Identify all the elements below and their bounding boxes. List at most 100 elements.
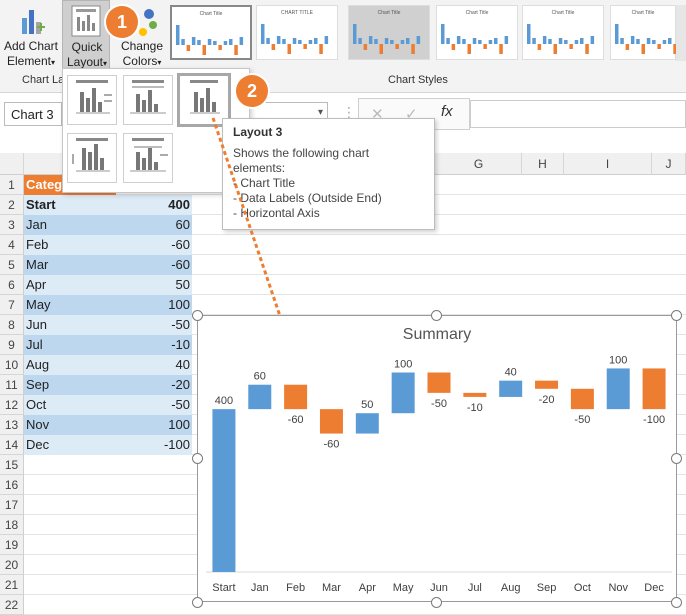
- row-header[interactable]: 15: [0, 455, 24, 475]
- table-cell-value[interactable]: 60: [116, 215, 192, 235]
- resize-handle-bottom-left[interactable]: [192, 597, 203, 608]
- layout-2-option[interactable]: [123, 75, 173, 125]
- waterfall-bar[interactable]: [319, 409, 343, 434]
- data-label[interactable]: -100: [643, 414, 665, 426]
- data-label[interactable]: 100: [394, 359, 412, 371]
- layout-4-option[interactable]: [67, 133, 117, 183]
- resize-handle-top[interactable]: [431, 310, 442, 321]
- row-header[interactable]: 16: [0, 475, 24, 495]
- table-cell-category[interactable]: Aug: [24, 355, 116, 375]
- table-cell-value[interactable]: -10: [116, 335, 192, 355]
- waterfall-bar[interactable]: [499, 380, 523, 397]
- row-header[interactable]: 17: [0, 495, 24, 515]
- table-cell-value[interactable]: -60: [116, 235, 192, 255]
- table-cell-value[interactable]: -100: [116, 435, 192, 455]
- data-label[interactable]: 60: [254, 371, 266, 383]
- waterfall-bar[interactable]: [535, 380, 559, 389]
- column-header-j[interactable]: J: [652, 153, 686, 175]
- data-label[interactable]: 100: [609, 354, 627, 366]
- waterfall-bar[interactable]: [355, 413, 379, 434]
- waterfall-bar[interactable]: [248, 384, 272, 410]
- data-label[interactable]: 400: [215, 395, 233, 407]
- add-chart-element-button[interactable]: Add Chart Element▾: [2, 6, 60, 72]
- quick-layout-button[interactable]: Quick Layout▾: [62, 0, 110, 72]
- resize-handle-top-left[interactable]: [192, 310, 203, 321]
- layout-5-option[interactable]: [123, 133, 173, 183]
- waterfall-bar[interactable]: [570, 388, 594, 410]
- row-header[interactable]: 7: [0, 295, 24, 315]
- formula-input[interactable]: [470, 100, 686, 128]
- table-cell-value[interactable]: 50: [116, 275, 192, 295]
- table-cell-category[interactable]: Feb: [24, 235, 116, 255]
- chart-style-thumb[interactable]: Chart Title: [170, 5, 252, 60]
- waterfall-bar[interactable]: [212, 409, 236, 572]
- column-header-i[interactable]: I: [564, 153, 652, 175]
- row-header[interactable]: 1: [0, 175, 24, 195]
- layout-1-option[interactable]: [67, 75, 117, 125]
- row-header[interactable]: 2: [0, 195, 24, 215]
- waterfall-bar[interactable]: [642, 368, 666, 410]
- row-header[interactable]: 21: [0, 575, 24, 595]
- row-header[interactable]: 14: [0, 435, 24, 455]
- column-header-g[interactable]: G: [436, 153, 522, 175]
- column-header-h[interactable]: H: [522, 153, 564, 175]
- resize-handle-bottom[interactable]: [431, 597, 442, 608]
- table-cell-category[interactable]: Jan: [24, 215, 116, 235]
- waterfall-bar[interactable]: [463, 392, 487, 397]
- chart-title[interactable]: Summary: [403, 326, 471, 343]
- chart-style-thumb[interactable]: Chart Title: [436, 5, 518, 60]
- waterfall-bar[interactable]: [427, 372, 451, 393]
- table-cell-category[interactable]: Apr: [24, 275, 116, 295]
- row-header[interactable]: 3: [0, 215, 24, 235]
- table-cell-category[interactable]: Sep: [24, 375, 116, 395]
- table-cell-category[interactable]: Jun: [24, 315, 116, 335]
- row-header[interactable]: 8: [0, 315, 24, 335]
- chart-style-thumb[interactable]: Chart Title: [610, 5, 683, 60]
- table-cell-category[interactable]: May: [24, 295, 116, 315]
- row-header[interactable]: 13: [0, 415, 24, 435]
- data-label[interactable]: -10: [467, 402, 483, 414]
- gallery-scrollbar[interactable]: [676, 5, 686, 61]
- table-cell-category[interactable]: Mar: [24, 255, 116, 275]
- table-cell-category[interactable]: Jul: [24, 335, 116, 355]
- data-label[interactable]: -50: [574, 414, 590, 426]
- resize-handle-top-right[interactable]: [671, 310, 682, 321]
- chart-area[interactable]: Summary 400 Start 60 Jan -60 Feb -60 Mar 50 Apr 100…: [197, 315, 677, 602]
- row-header[interactable]: 22: [0, 595, 24, 615]
- resize-handle-left[interactable]: [192, 453, 203, 464]
- waterfall-bar[interactable]: [606, 368, 630, 410]
- chart-style-thumb[interactable]: Chart Title: [348, 5, 430, 60]
- waterfall-bar[interactable]: [391, 372, 415, 414]
- chart-style-thumb[interactable]: CHART TITLE: [256, 5, 338, 60]
- table-cell-value[interactable]: -60: [116, 255, 192, 275]
- table-cell-category[interactable]: Start: [24, 195, 116, 215]
- data-label[interactable]: -50: [431, 398, 447, 410]
- select-all-corner[interactable]: [0, 153, 24, 175]
- data-label[interactable]: -20: [539, 394, 555, 406]
- row-header[interactable]: 18: [0, 515, 24, 535]
- table-cell-value[interactable]: 100: [116, 415, 192, 435]
- change-colors-button[interactable]: Change Colors▾: [114, 6, 170, 72]
- table-cell-value[interactable]: 400: [116, 195, 192, 215]
- row-header[interactable]: 11: [0, 375, 24, 395]
- table-cell-value[interactable]: -20: [116, 375, 192, 395]
- row-header[interactable]: 12: [0, 395, 24, 415]
- row-header[interactable]: 20: [0, 555, 24, 575]
- row-header[interactable]: 9: [0, 335, 24, 355]
- row-header[interactable]: 10: [0, 355, 24, 375]
- row-header[interactable]: 19: [0, 535, 24, 555]
- row-header[interactable]: 4: [0, 235, 24, 255]
- table-cell-category[interactable]: Nov: [24, 415, 116, 435]
- table-cell-value[interactable]: -50: [116, 315, 192, 335]
- resize-handle-right[interactable]: [671, 453, 682, 464]
- table-cell-value[interactable]: -50: [116, 395, 192, 415]
- table-cell-value[interactable]: 40: [116, 355, 192, 375]
- name-box[interactable]: Chart 3: [4, 102, 62, 126]
- data-label[interactable]: 50: [361, 399, 373, 411]
- insert-function-icon[interactable]: fx: [441, 103, 453, 120]
- table-cell-value[interactable]: 100: [116, 295, 192, 315]
- data-label[interactable]: 40: [505, 367, 517, 379]
- chart-style-thumb[interactable]: Chart Title: [522, 5, 604, 60]
- resize-handle-bottom-right[interactable]: [671, 597, 682, 608]
- table-cell-category[interactable]: Dec: [24, 435, 116, 455]
